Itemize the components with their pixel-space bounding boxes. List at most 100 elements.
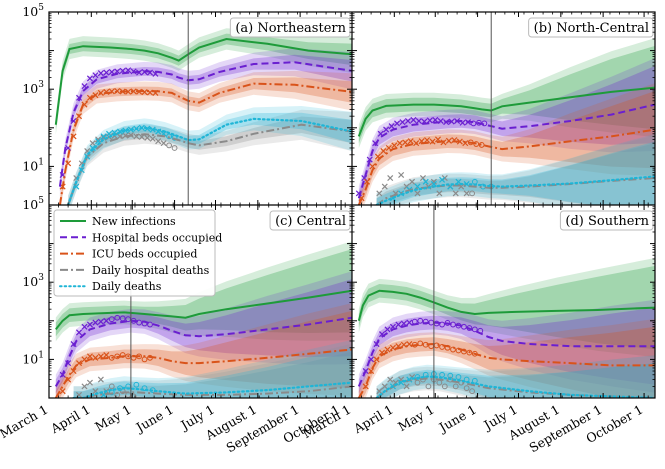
marker-daily-hospital-deaths — [452, 190, 459, 197]
band-outer-icu-beds-occupied — [358, 318, 655, 398]
panel-4 — [357, 205, 655, 398]
band-inner-icu-beds-occupied — [55, 310, 352, 398]
band-inner-new-infections — [55, 33, 352, 130]
marker-daily-hospital-deaths — [409, 178, 416, 185]
band-outer-new-infections — [55, 28, 352, 135]
marker-icu-beds-occupied — [461, 348, 467, 355]
line-icu-beds-occupied — [58, 82, 352, 205]
marker-icu-beds-occupied — [380, 148, 387, 155]
marker-icu-beds-occupied — [450, 346, 456, 353]
line-hospital-beds-occupied — [58, 61, 352, 187]
line-new-infections — [54, 37, 352, 125]
marker-daily-hospital-deaths — [149, 135, 156, 142]
marker-daily-hospital-deaths — [469, 388, 476, 395]
marker-hospital-beds-occupied — [136, 319, 142, 326]
marker-daily-hospital-deaths — [171, 145, 178, 151]
marker-daily-deaths — [414, 374, 421, 380]
band-outer-new-infections — [358, 38, 655, 149]
band-inner-daily-hospital-deaths — [376, 143, 655, 205]
marker-daily-hospital-deaths — [81, 383, 88, 390]
x-tick-label: April 1 — [47, 402, 93, 437]
marker-daily-hospital-deaths — [95, 136, 102, 143]
marker-icu-beds-occupied — [384, 346, 391, 353]
y-tick-label: 101 — [22, 350, 44, 366]
band-outer-daily-hospital-deaths — [376, 355, 655, 398]
marker-hospital-beds-occupied — [103, 69, 110, 76]
marker-daily-hospital-deaths — [441, 383, 448, 390]
line-daily-deaths — [72, 381, 352, 398]
marker-daily-deaths — [471, 377, 478, 384]
marker-daily-hospital-deaths — [97, 376, 104, 383]
x-tick-label: May 1 — [92, 402, 133, 435]
marker-hospital-beds-occupied — [399, 119, 406, 126]
marker-daily-hospital-deaths — [419, 174, 426, 182]
band-outer-daily-hospital-deaths — [68, 109, 352, 205]
marker-daily-deaths — [89, 144, 96, 152]
band-outer-new-infections — [358, 258, 655, 358]
marker-hospital-beds-occupied — [114, 314, 121, 321]
line-daily-hospital-deaths — [376, 177, 655, 205]
line-daily-deaths — [375, 375, 655, 398]
marker-daily-hospital-deaths — [166, 142, 173, 149]
y-tick-label: 105 — [22, 196, 44, 212]
band-inner-hospital-beds-occupied — [358, 307, 655, 394]
legend-label: Daily deaths — [92, 280, 162, 293]
marker-daily-hospital-deaths — [108, 383, 115, 390]
marker-hospital-beds-occupied — [92, 72, 99, 79]
band-inner-daily-deaths — [376, 141, 655, 205]
line-new-infections — [357, 86, 655, 137]
marker-daily-deaths — [133, 381, 140, 388]
band-outer-icu-beds-occupied — [358, 83, 655, 205]
line-daily-deaths — [67, 117, 352, 205]
marker-daily-hospital-deaths — [436, 190, 443, 197]
marker-daily-hospital-deaths — [160, 140, 167, 147]
panels — [54, 12, 655, 398]
marker-hospital-beds-occupied — [114, 68, 121, 75]
marker-hospital-beds-occupied — [76, 329, 83, 336]
marker-icu-beds-occupied — [103, 351, 110, 359]
band-inner-hospital-beds-occupied — [358, 66, 655, 205]
band-inner-daily-hospital-deaths — [376, 363, 655, 398]
band-inner-icu-beds-occupied — [59, 77, 352, 205]
band-inner-new-infections — [358, 265, 655, 350]
marker-daily-hospital-deaths — [89, 140, 96, 147]
band-outer-daily-hospital-deaths — [376, 135, 655, 205]
legend-box — [53, 209, 216, 297]
marker-daily-hospital-deaths — [452, 383, 459, 390]
marker-hospital-beds-occupied — [97, 70, 104, 77]
band-outer-daily-hospital-deaths — [73, 343, 352, 398]
marker-icu-beds-occupied — [439, 344, 445, 350]
band-inner-new-infections — [55, 249, 352, 337]
x-tick-label: June 1 — [132, 402, 176, 436]
marker-hospital-beds-occupied — [86, 75, 93, 82]
marker-daily-hospital-deaths — [398, 171, 405, 178]
x-tick-label: March 1 — [0, 402, 51, 442]
line-new-infections — [357, 289, 655, 322]
marker-daily-hospital-deaths — [463, 385, 470, 392]
marker-hospital-beds-occupied — [394, 120, 401, 127]
line-daily-hospital-deaths — [73, 385, 352, 398]
marker-daily-hospital-deaths — [403, 383, 410, 390]
marker-icu-beds-occupied — [130, 88, 137, 95]
line-daily-hospital-deaths — [67, 123, 352, 205]
panel-title: (c) Central — [275, 214, 346, 229]
marker-daily-hospital-deaths — [414, 379, 421, 386]
marker-hospital-beds-occupied — [448, 118, 455, 125]
line-hospital-beds-occupied — [357, 321, 655, 387]
legend-label: Hospital beds occupied — [92, 231, 222, 244]
marker-hospital-beds-occupied — [108, 68, 115, 75]
marker-daily-hospital-deaths — [430, 178, 437, 185]
marker-icu-beds-occupied — [391, 142, 398, 149]
line-new-infections — [55, 289, 352, 331]
marker-icu-beds-occupied — [70, 367, 77, 375]
marker-hospital-beds-occupied — [439, 321, 445, 328]
line-icu-beds-occupied — [54, 348, 352, 398]
marker-daily-hospital-deaths — [387, 376, 394, 383]
marker-hospital-beds-occupied — [97, 318, 104, 325]
marker-daily-hospital-deaths — [441, 174, 448, 182]
y-tick-label: 103 — [22, 80, 44, 96]
marker-hospital-beds-occupied — [383, 126, 390, 133]
band-outer-daily-deaths — [376, 133, 655, 205]
line-hospital-beds-occupied — [357, 103, 655, 199]
